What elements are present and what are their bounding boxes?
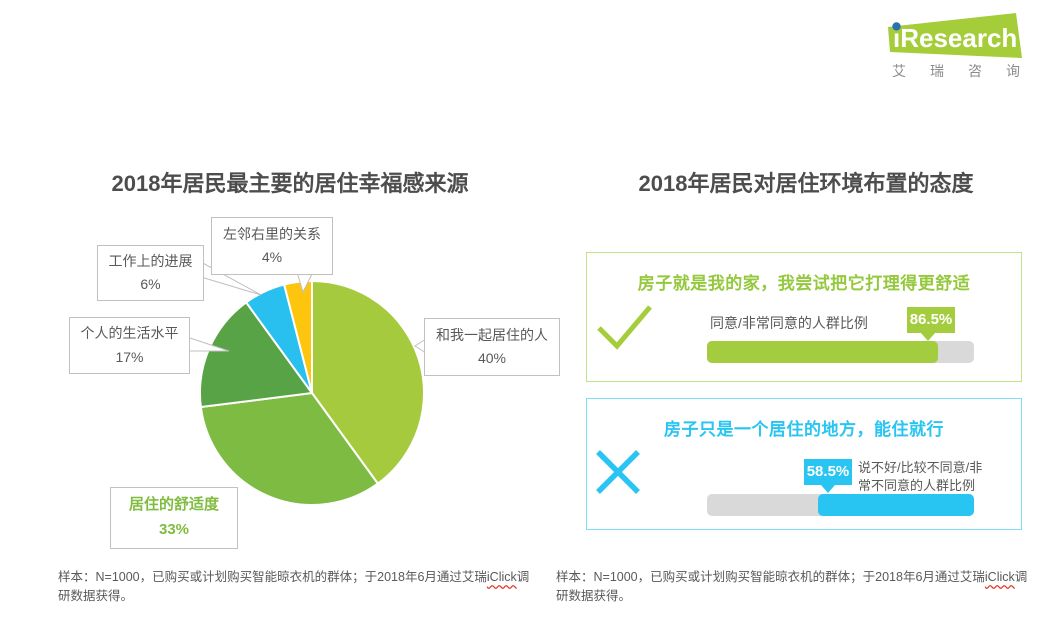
badge-pointer [821,485,835,493]
callout-value: 33% [158,521,190,538]
logo-wordmark: iResearch [893,23,1017,53]
attitude-panel-title: 2018年居民对居住环境布置的态度 [638,171,974,196]
logo-i-dot [892,22,901,31]
check-icon [597,305,652,350]
badge-pointer [921,333,935,341]
pie-chart-title: 2018年居民最主要的居住幸福感来源 [111,171,469,196]
metric-label: 说不好/比较不同意/非常不同意的人群比例 [858,460,983,493]
agree-bar-fill [707,341,938,363]
attitude-card-positive: 房子就是我的家，我尝试把它打理得更舒适 同意/非常同意的人群比例 86.5% [586,252,1022,382]
bar-track [707,341,974,363]
footnote-text: 调研数据获得。 [58,570,530,604]
callout-neighbors: 左邻右里的关系 4% [211,217,333,275]
pie-slice-4 [282,279,313,394]
leader-neighbors [296,271,314,294]
footnote-text: 样本：N=1000，已购买或计划购买智能晾衣机的群体；于2018年6月通过艾瑞 [556,570,985,584]
callout-value: 17% [115,348,144,365]
callout-work-progress: 工作上的进展 6% [97,245,204,301]
callout-label: 居住的舒适度 [128,496,219,514]
callout-value: 4% [261,249,283,265]
card-statement: 房子只是一个居住的地方，能住就行 [664,420,944,439]
callout-living-standard: 个人的生活水平 17% [69,317,190,374]
bar-track [707,494,974,516]
callout-value: 6% [140,276,161,292]
pie-slices [199,279,425,506]
footnote-right: 样本：N=1000，已购买或计划购买智能晾衣机的群体；于2018年6月通过艾瑞i… [556,568,1030,607]
footnote-left: 样本：N=1000，已购买或计划购买智能晾衣机的群体；于2018年6月通过艾瑞i… [58,568,532,607]
callout-leaders [186,261,427,354]
footnote-text: 调研数据获得。 [556,570,1028,604]
iresearch-logo: iResearch 艾瑞咨询 [888,13,1036,79]
callout-label: 和我一起居住的人 [436,326,548,343]
footnote-brand-word: iClick [486,570,517,584]
footnote-text: 样本：N=1000，已购买或计划购买智能晾衣机的群体；于2018年6月通过艾瑞 [58,570,487,584]
callout-cohabitants: 和我一起居住的人 40% [424,318,560,376]
pie-slice-2 [199,300,314,409]
callout-label: 个人的生活水平 [80,325,179,342]
metric-label: 同意/非常同意的人群比例 [710,315,868,331]
logo-green-shape [888,13,1022,58]
value-badge-negative: 58.5% [804,459,852,485]
callout-label: 工作上的进展 [108,252,193,269]
footnote-brand-word: iClick [984,570,1015,584]
pie-slice-0 [311,279,425,486]
cross-icon [596,450,640,494]
card-statement: 房子就是我的家，我尝试把它打理得更舒适 [637,274,971,293]
callout-label: 左邻右里的关系 [223,225,321,242]
attitude-card-negative: 房子只是一个居住的地方，能住就行 58.5% 说不好/比较不同意/非常不同意的人… [586,398,1022,530]
logo-subtext: 艾瑞咨询 [892,63,1036,79]
callout-comfort-highlighted: 居住的舒适度 33% [110,487,238,549]
leader-living-standard [186,336,230,352]
callout-value: 40% [477,350,507,366]
value-badge-positive: 86.5% [907,307,955,333]
pie-slice-3 [244,283,313,394]
disagree-bar-fill [817,494,974,516]
